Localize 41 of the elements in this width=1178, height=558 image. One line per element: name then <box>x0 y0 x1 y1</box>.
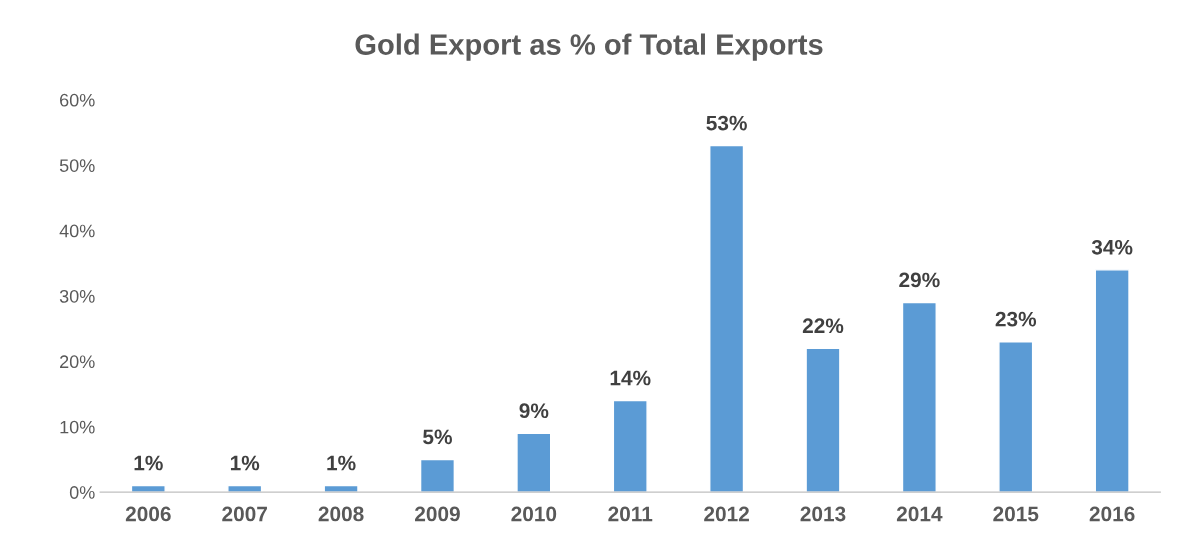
y-tick-label: 60% <box>60 93 95 107</box>
bar <box>323 484 359 493</box>
bar <box>419 458 456 493</box>
data-label: 5% <box>423 429 452 445</box>
bar <box>130 484 166 493</box>
x-tick-label: 2009 <box>415 506 460 522</box>
y-tick-label: 50% <box>59 159 95 172</box>
data-label: 1% <box>134 455 163 471</box>
x-tick-label: 2008 <box>318 506 364 522</box>
x-tick-label: 2015 <box>993 506 1039 522</box>
data-label: 29% <box>899 272 940 288</box>
y-tick-label: 10% <box>60 420 95 434</box>
bar <box>1094 269 1130 493</box>
y-tick-label: 30% <box>59 289 95 303</box>
bar <box>516 432 552 493</box>
data-label: 1% <box>230 455 260 471</box>
x-tick-label: 2012 <box>704 506 749 522</box>
data-label: 14% <box>610 370 651 386</box>
data-label: 22% <box>802 318 844 334</box>
x-tick-label: 2010 <box>511 506 557 522</box>
bar <box>709 144 745 493</box>
y-tick-label: 0% <box>69 486 95 499</box>
bar <box>612 399 648 493</box>
data-label: 1% <box>327 455 356 471</box>
x-tick-label: 2014 <box>896 506 943 522</box>
x-tick-label: 2006 <box>125 506 171 522</box>
data-label: 34% <box>1091 239 1133 255</box>
x-tick-label: 2016 <box>1089 506 1135 522</box>
y-tick-label: 20% <box>60 355 95 369</box>
bar <box>998 341 1034 493</box>
chart-title: Gold Export as % of Total Exports <box>355 33 823 61</box>
data-label: 23% <box>995 311 1037 327</box>
bar <box>901 301 937 493</box>
data-label: 9% <box>519 403 549 419</box>
bar <box>805 347 841 493</box>
y-tick-label: 40% <box>59 224 95 238</box>
bar <box>227 484 263 493</box>
x-tick-label: 2013 <box>800 506 846 522</box>
x-tick-label: 2011 <box>608 506 653 522</box>
x-tick-label: 2007 <box>222 506 267 522</box>
data-label: 53% <box>706 115 747 131</box>
